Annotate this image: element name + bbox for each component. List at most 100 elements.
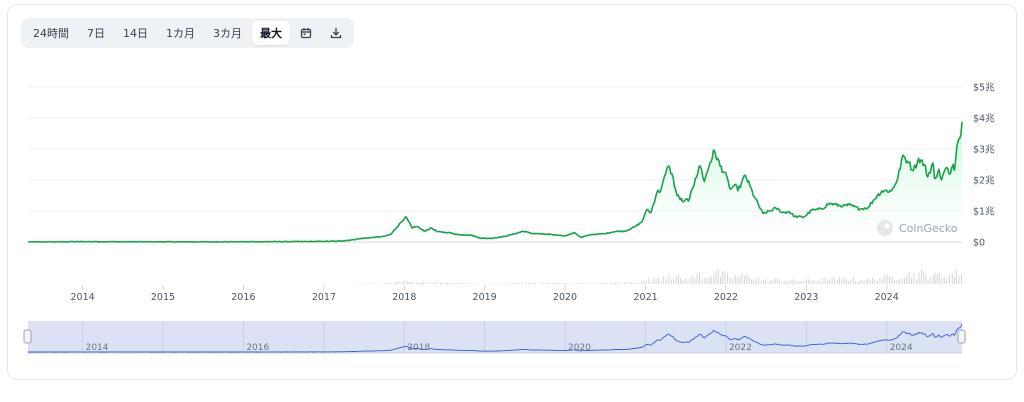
calendar-icon (300, 28, 312, 39)
calendar-button[interactable] (292, 21, 320, 45)
volume-bar (471, 283, 473, 284)
volume-bar (869, 279, 871, 284)
volume-bar (580, 283, 582, 284)
volume-bar (932, 275, 934, 284)
navigator-grid (82, 321, 888, 353)
volume-bar (551, 283, 553, 284)
volume-bar (722, 271, 724, 284)
volume-bar (381, 283, 383, 284)
volume-bar (454, 283, 456, 284)
volume-bar (765, 278, 767, 284)
volume-bar (774, 278, 776, 284)
navigator-right-handle[interactable] (957, 329, 966, 344)
range-3m-button[interactable]: 3カ月 (205, 21, 250, 45)
range-24h-button[interactable]: 24時間 (25, 21, 77, 45)
volume-bar (913, 273, 915, 284)
volume-bar (822, 278, 824, 284)
volume-bar (872, 277, 874, 284)
volume-bar (925, 273, 927, 284)
volume-bar (393, 283, 395, 284)
volume-bar (386, 282, 388, 284)
volume-bar (691, 275, 693, 284)
download-button[interactable] (322, 21, 350, 45)
volume-bar (867, 278, 869, 284)
volume-bar (806, 279, 807, 284)
volume-bar (827, 281, 828, 284)
coingecko-logo-icon (877, 220, 893, 236)
volume-bar (506, 283, 508, 284)
range-7d-button[interactable]: 7日 (79, 21, 113, 45)
range-max-button[interactable]: 最大 (252, 21, 290, 45)
navigator-selection[interactable] (28, 321, 962, 353)
volume-bar (901, 278, 903, 284)
volume-bar (573, 283, 575, 284)
volume-bar (763, 279, 764, 284)
volume-bar (595, 282, 597, 284)
volume-bar (547, 282, 548, 284)
volume-bar (855, 280, 857, 284)
volume-bar (499, 283, 501, 284)
navigator-tick-label: 2020 (568, 343, 591, 353)
volume-bar (889, 276, 891, 284)
volume-bar (561, 283, 563, 284)
volume-bar (699, 272, 700, 284)
volume-bar (423, 281, 424, 284)
volume-bar (831, 277, 833, 284)
volume-bar (843, 278, 845, 284)
x-tick-label: 2021 (634, 292, 658, 303)
range-1m-button[interactable]: 1カ月 (158, 21, 203, 45)
volume-bar (530, 283, 532, 284)
volume-bar (696, 273, 698, 284)
volume-bar (568, 283, 570, 284)
volume-bar (363, 283, 365, 284)
volume-bar (673, 279, 675, 284)
volume-bar (597, 282, 599, 284)
volume-bar (525, 282, 527, 284)
volume-bar (425, 283, 427, 284)
volume-bar (375, 283, 377, 284)
volume-bar (899, 279, 900, 284)
volume-bar (416, 282, 417, 284)
volume-bar (751, 279, 752, 284)
volume-bar (556, 283, 558, 284)
volume-bar (689, 278, 691, 284)
volume-bar (934, 272, 936, 284)
volume-bar (420, 282, 422, 284)
volume-bar (886, 274, 888, 284)
volume-bar (891, 277, 893, 284)
volume-bar (753, 280, 755, 284)
volume-bar (704, 276, 706, 284)
volume-bar (502, 283, 504, 284)
range-14d-button[interactable]: 14日 (115, 21, 156, 45)
volume-bar (588, 282, 590, 284)
volume-bar (770, 279, 771, 284)
navigator-left-handle[interactable] (23, 329, 32, 344)
coingecko-logo-eye (884, 223, 890, 229)
range-navigator[interactable]: 2014 2016 2018 2020 2022 2024 (23, 321, 966, 354)
volume-bar (726, 272, 728, 284)
volume-bar (736, 277, 738, 284)
volume-bar (554, 282, 555, 284)
volume-bar (732, 278, 733, 284)
volume-bar (879, 278, 881, 284)
volume-bar (558, 282, 560, 284)
volume-bar (803, 281, 805, 284)
volume-bar (665, 279, 667, 284)
volume-bar (694, 278, 696, 284)
volume-bar (624, 282, 626, 284)
volume-bar (906, 275, 908, 284)
volume-bar (473, 283, 475, 284)
volume-bar (361, 283, 363, 284)
watermark: CoinGecko (877, 220, 958, 236)
volume-bar (640, 282, 642, 284)
x-tick-label: 2014 (71, 292, 95, 303)
volume-bar (862, 281, 864, 284)
volume-bar (687, 281, 689, 284)
volume-bar (715, 271, 717, 284)
volume-bar (670, 279, 672, 284)
volume-bar (796, 281, 798, 284)
volume-bar (397, 281, 399, 284)
volume-bar (621, 283, 623, 284)
volume-bar (643, 280, 645, 284)
